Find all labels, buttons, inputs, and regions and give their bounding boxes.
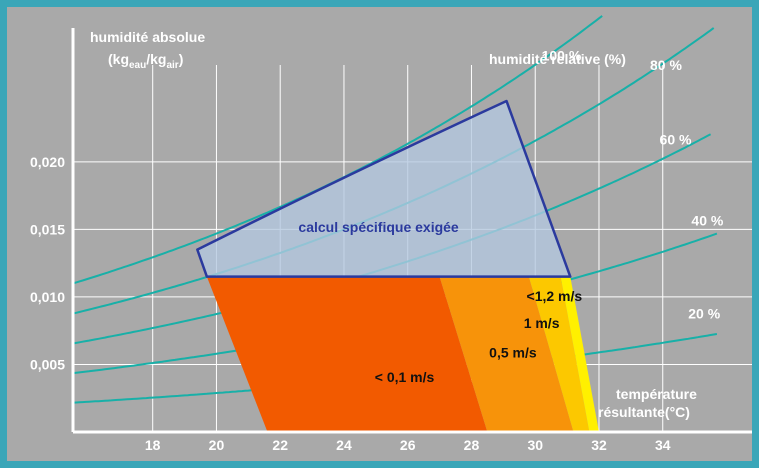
y-tick-label: 0,015: [30, 221, 65, 237]
special-zone: [196, 99, 572, 278]
y-axis-title-line2: (kgeau/kgair): [108, 51, 183, 71]
comfort-zone: [560, 276, 599, 432]
special-zone-label: calcul spécifique exigée: [298, 219, 459, 235]
comfort-zone-label: 0,5 m/s: [489, 345, 537, 361]
axis-layer: 18 20 22 24 26 28 30 32 34 0,005 0,010 0,015 0,020: [30, 28, 752, 453]
x-tick-label: 28: [464, 437, 480, 453]
y-tick-label: 0,010: [30, 289, 65, 305]
comfort-zones-layer: [206, 276, 599, 432]
x-tick-label: 34: [655, 437, 671, 453]
y-axis-title-line1: humidité absolue: [90, 29, 205, 45]
y-tick-label: 0,020: [30, 154, 65, 170]
comfort-zone-label: <1,2 m/s: [527, 288, 583, 304]
comfort-zone-label: < 0,1 m/s: [375, 369, 435, 385]
rh-title: humidité relative (%): [489, 51, 626, 67]
x-tick-label: 26: [400, 437, 416, 453]
rh-curve-label: 20 %: [688, 306, 720, 322]
comfort-zone: [528, 276, 590, 432]
rh-curve-label: 80 %: [650, 57, 682, 73]
x-tick-label: 20: [209, 437, 225, 453]
comfort-zone-label: 1 m/s: [524, 315, 560, 331]
x-axis-title-line1: température: [616, 386, 697, 402]
rh-curve-label: 100 %: [542, 48, 582, 64]
special-zone-layer: [196, 99, 572, 278]
comfort-zone: [206, 276, 488, 432]
x-tick-label: 30: [527, 437, 543, 453]
x-tick-label: 24: [336, 437, 352, 453]
x-axis-title-line2: résultante(°C): [598, 404, 690, 420]
comfort-zone: [439, 276, 574, 432]
x-tick-label: 22: [272, 437, 288, 453]
x-tick-label: 32: [591, 437, 607, 453]
rh-curve-label: 60 %: [660, 131, 692, 147]
y-tick-label: 0,005: [30, 356, 65, 372]
rh-curve-label: 40 %: [691, 212, 723, 228]
labels-layer: 100 % 80 % 60 % 40 % 20 % < 0,1 m/s 0,5 m/s 1 m…: [298, 48, 723, 385]
x-tick-label: 18: [145, 437, 161, 453]
